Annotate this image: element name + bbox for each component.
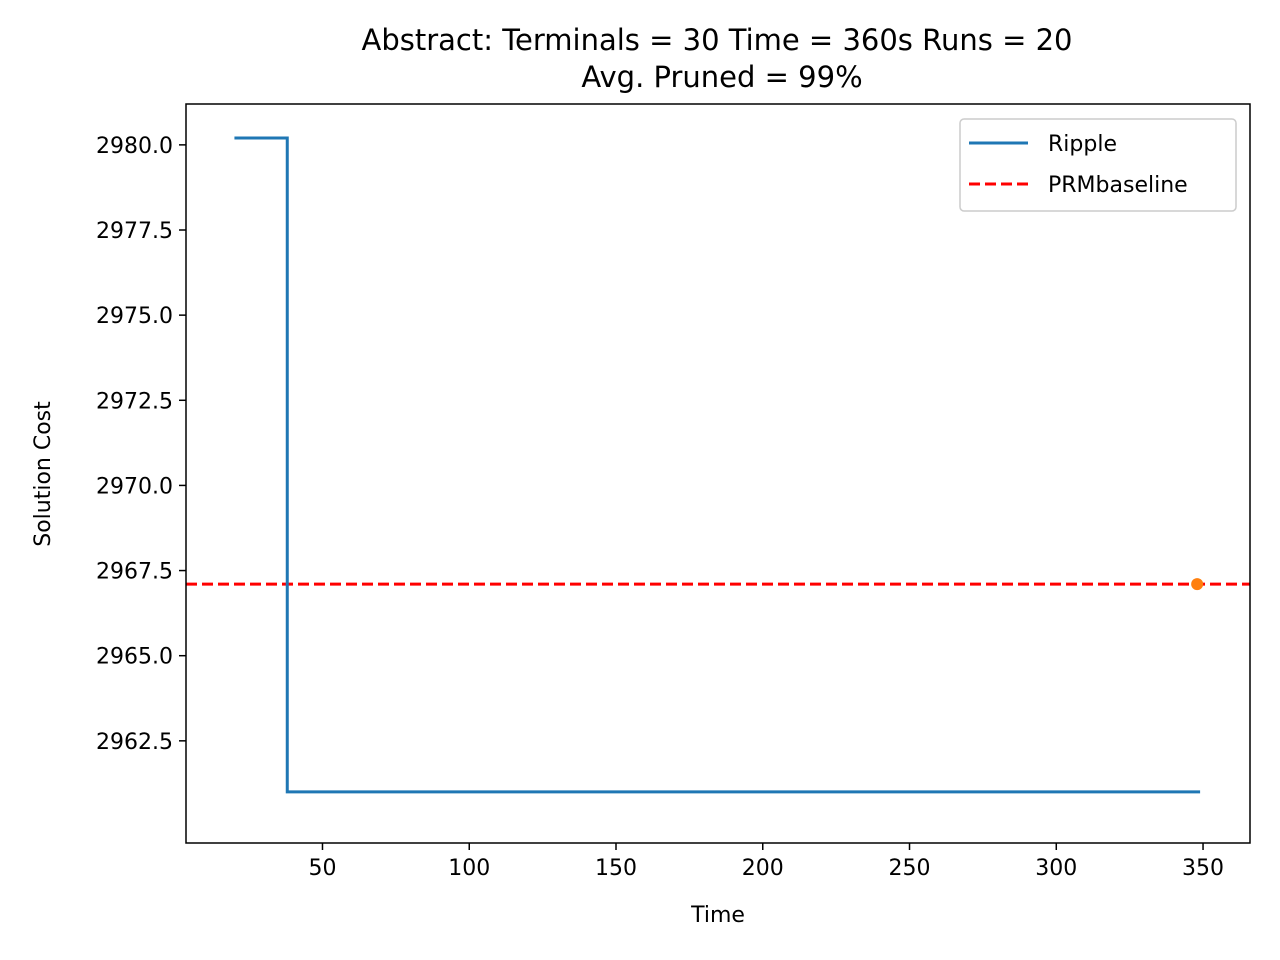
plot-frame: [185, 103, 1251, 844]
x-tick-label: 50: [308, 856, 336, 881]
chart-title-line-2: Avg. Pruned = 99%: [581, 60, 862, 94]
y-tick-label: 2962.5: [96, 730, 173, 755]
x-tick-label: 200: [742, 856, 784, 881]
y-tick-label: 2975.0: [96, 304, 173, 329]
x-tick-label: 300: [1035, 856, 1077, 881]
y-tick-label: 2967.5: [96, 560, 173, 585]
y-tick-label: 2965.0: [96, 645, 173, 670]
y-tick-label: 2980.0: [96, 134, 173, 159]
series-line-ripple: [234, 136, 1201, 794]
legend-box: [959, 118, 1237, 212]
legend: Ripple PRMbaseline: [959, 118, 1237, 212]
x-tick-label: 150: [595, 856, 637, 881]
y-axis-label: Solution Cost: [31, 401, 56, 547]
y-tick-label: 2977.5: [96, 219, 173, 244]
y-tick-label: 2972.5: [96, 389, 173, 414]
plot-area: [186, 136, 1250, 794]
x-axis: 50 100 150 200 250 300 350: [308, 843, 1224, 881]
x-tick-label: 350: [1182, 856, 1224, 881]
y-axis: 2962.5 2965.0 2967.5 2970.0 2972.5 2975.0 2977…: [96, 134, 186, 755]
chart-title-line-1: Abstract: Terminals = 30 Time = 360s Run…: [362, 23, 1073, 57]
x-tick-label: 100: [448, 856, 490, 881]
x-tick-label: 250: [889, 856, 931, 881]
data-point-marker: [1191, 578, 1204, 591]
legend-label-prmbaseline: PRMbaseline: [1048, 173, 1188, 198]
legend-label-ripple: Ripple: [1048, 132, 1117, 157]
y-tick-label: 2970.0: [96, 474, 173, 499]
x-axis-label: Time: [690, 903, 745, 928]
